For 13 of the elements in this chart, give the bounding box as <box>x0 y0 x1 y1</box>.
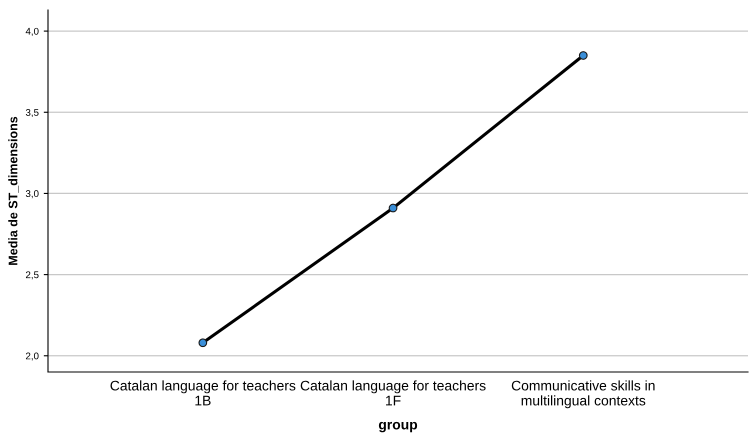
y-tick-label: 4,0 <box>26 28 39 36</box>
x-tick-label: Communicative skills in multilingual contexts <box>512 380 655 408</box>
point <box>578 51 588 60</box>
point <box>198 338 208 348</box>
y-tick-label: 2,5 <box>26 271 39 280</box>
x-axis-title: group <box>378 422 418 432</box>
point <box>388 204 398 212</box>
x-tick-label: Catalan language for teachers 1B <box>110 380 296 406</box>
y-tick-label: 2,0 <box>26 352 39 361</box>
y-tick-label: 3,5 <box>26 109 39 118</box>
y-tick-label: 3,0 <box>26 190 39 198</box>
x-tick-label: Catalan language for teachers 1F <box>300 380 486 406</box>
y-axis-title: Media de ST_dimensions <box>8 116 19 265</box>
